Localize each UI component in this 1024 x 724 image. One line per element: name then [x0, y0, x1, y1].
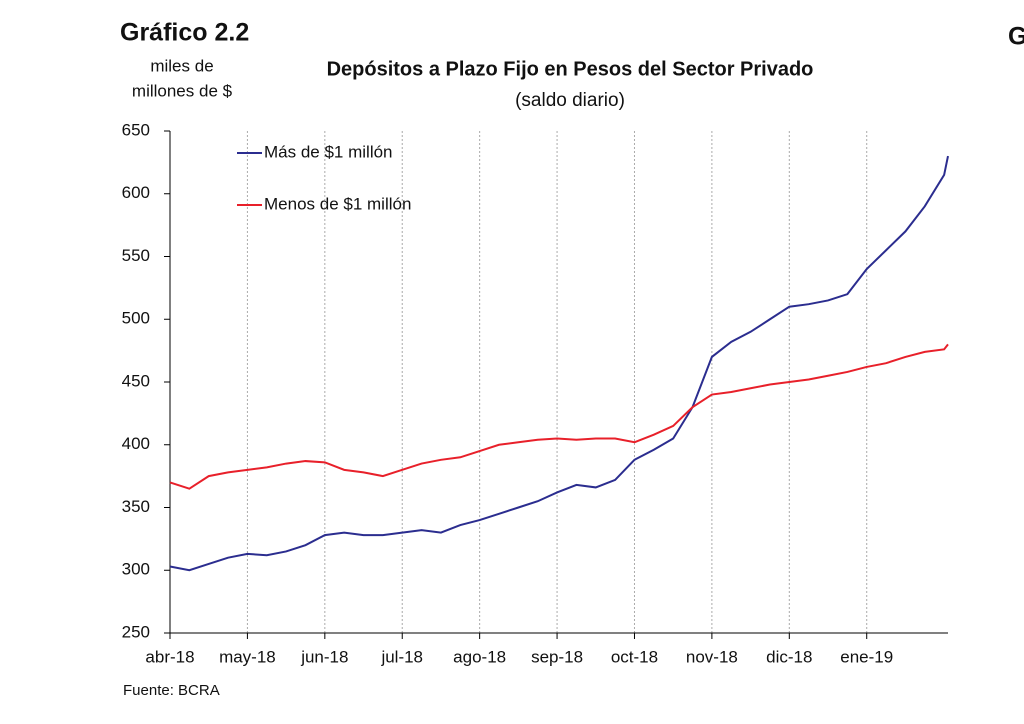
x-tick-label: oct-18 [611, 647, 658, 666]
y-tick-label: 300 [122, 560, 150, 579]
chart-title: Depósitos a Plazo Fijo en Pesos del Sect… [327, 58, 814, 80]
x-tick-label: ago-18 [453, 647, 506, 666]
x-tick-label: sep-18 [531, 647, 583, 666]
y-tick-label: 450 [122, 371, 150, 390]
x-tick-label: abr-18 [145, 647, 194, 666]
legend-label: Más de $1 millón [264, 142, 393, 161]
y-axis-label: miles de [150, 56, 213, 75]
x-tick-label: jun-18 [300, 647, 348, 666]
line-series [169, 343, 949, 490]
next-figure-label: G [1008, 23, 1024, 51]
x-tick-label: dic-18 [766, 647, 812, 666]
y-tick-label: 600 [122, 183, 150, 202]
x-tick-label: nov-18 [686, 647, 738, 666]
legend-label: Menos de $1 millón [264, 194, 411, 213]
x-tick-label: may-18 [219, 647, 276, 666]
x-tick-label: jul-18 [380, 647, 423, 666]
line-series [169, 155, 949, 572]
y-tick-label: 650 [122, 120, 150, 139]
x-tick-label: ene-19 [840, 647, 893, 666]
y-tick-label: 350 [122, 497, 150, 516]
figure-label: Gráfico 2.2 [120, 19, 249, 47]
y-tick-label: 550 [122, 246, 150, 265]
y-tick-label: 500 [122, 309, 150, 328]
y-axis-label: millones de $ [132, 81, 233, 100]
source: Fuente: BCRA [123, 682, 220, 699]
y-tick-label: 400 [122, 434, 150, 453]
chart-subtitle: (saldo diario) [515, 90, 625, 111]
y-tick-label: 250 [122, 622, 150, 641]
